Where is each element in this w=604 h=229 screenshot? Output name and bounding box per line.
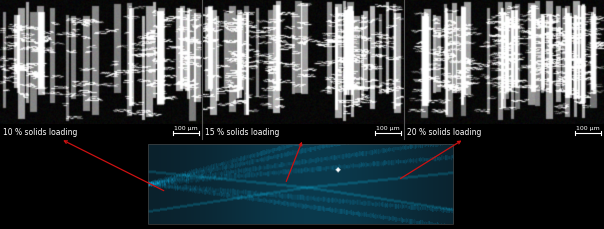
Bar — [404, 124, 604, 139]
Text: 15 % solids loading: 15 % solids loading — [205, 128, 280, 136]
Text: 10 % solids loading: 10 % solids loading — [3, 128, 77, 136]
Bar — [202, 124, 404, 139]
Text: 100 μm: 100 μm — [174, 125, 198, 131]
Bar — [148, 145, 453, 224]
Text: 20 % solids loading: 20 % solids loading — [407, 128, 481, 136]
Bar — [0, 139, 604, 229]
Bar — [0, 124, 202, 139]
Text: 100 μm: 100 μm — [376, 125, 400, 131]
Text: 100 μm: 100 μm — [576, 125, 600, 131]
